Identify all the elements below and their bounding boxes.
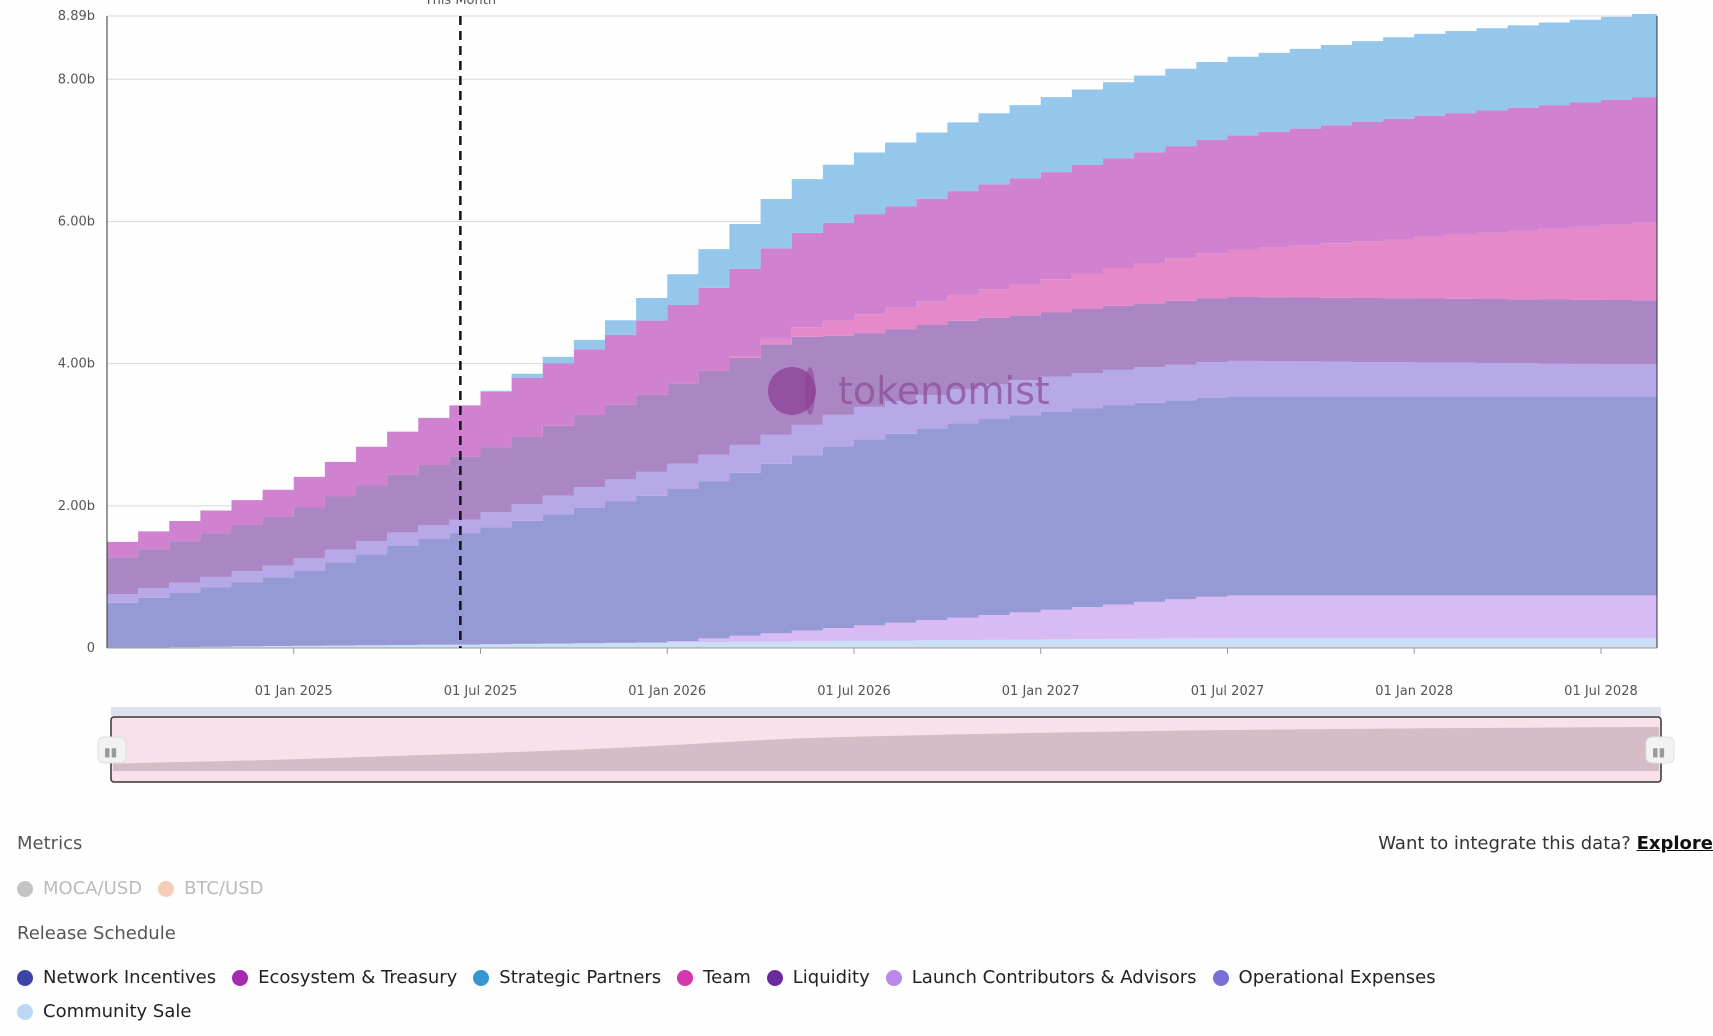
area-strategic-partners [107, 14, 1657, 542]
y-axis: 0 2.00b 4.00b 6.00b 8.00b 8.89b [58, 9, 95, 656]
x-tick-label: 01 Jul 2027 [1191, 684, 1265, 699]
x-tick-label: 01 Jul 2025 [444, 684, 518, 699]
left-handle-grip-icon: ▮▮ [104, 745, 117, 759]
legend-dot-icon [1212, 969, 1229, 986]
right-handle-grip-icon: ▮▮ [1652, 745, 1665, 759]
legend-label: Operational Expenses [1238, 967, 1436, 988]
legend-item-liquidity[interactable]: Liquidity [766, 967, 870, 988]
y-tick-label: 0 [87, 641, 95, 656]
this-month-label: This Month [424, 0, 496, 8]
legend-label: Ecosystem & Treasury [258, 967, 458, 988]
area-launch-contributors-advisors [107, 595, 1657, 648]
stacked-areas [107, 14, 1657, 648]
watermark-logo-icon [768, 367, 816, 415]
x-tick-label: 01 Jan 2028 [1375, 684, 1453, 699]
metric-dot-icon [17, 880, 33, 897]
metric-moca-usd[interactable]: MOCA/USD [17, 878, 142, 899]
legend-item-team[interactable]: Team [677, 967, 751, 988]
y-tick-label: 8.89b [58, 9, 95, 24]
metric-label: BTC/USD [184, 878, 264, 899]
legend-dot-icon [232, 969, 249, 986]
legend-label: Network Incentives [43, 967, 217, 988]
legend-item-ecosystem-treasury[interactable]: Ecosystem & Treasury [232, 967, 457, 988]
legend-item-strategic-partners[interactable]: Strategic Partners [473, 967, 661, 988]
navigator-left-handle[interactable] [97, 736, 127, 764]
legend-item-community-sale[interactable]: Community Sale [17, 1001, 191, 1022]
metrics-legend: MOCA/USD BTC/USD [17, 878, 280, 899]
legend-label: Community Sale [43, 1001, 192, 1022]
release-schedule-title: Release Schedule [17, 923, 176, 944]
legend-item-network-incentives[interactable]: Network Incentives [17, 967, 216, 988]
y-tick-label: 8.00b [58, 72, 95, 87]
tokenomist-watermark: tokenomist [768, 367, 1050, 415]
area-ecosystem-treasury [107, 97, 1657, 558]
range-navigator[interactable]: ▮▮ ▮▮ [97, 707, 1675, 783]
area-operational-expenses [107, 396, 1657, 648]
area-community-sale [107, 638, 1657, 648]
legend-item-operational-expenses[interactable]: Operational Expenses [1212, 967, 1436, 988]
navigator-area [113, 727, 1659, 771]
release-legend-row-1: Network Incentives Ecosystem & Treasury St… [17, 967, 1452, 988]
legend-dot-icon [17, 969, 33, 986]
integrate-prompt: Want to integrate this data? Explore [1378, 833, 1713, 854]
metrics-title: Metrics [17, 833, 83, 854]
x-tick-label: 01 Jan 2026 [628, 684, 706, 699]
navigator-scrollbar[interactable] [111, 707, 1661, 716]
legend-label: Liquidity [792, 967, 870, 988]
x-tick-label: 01 Jan 2025 [255, 684, 333, 699]
legend-dot-icon [766, 969, 783, 986]
x-tick-label: 01 Jan 2027 [1002, 684, 1080, 699]
watermark-logo-band-icon [805, 367, 815, 415]
legend-label: Strategic Partners [499, 967, 662, 988]
legend-dot-icon [677, 969, 694, 986]
legend-label: Team [703, 967, 751, 988]
release-legend-row-2: Community Sale [17, 1001, 207, 1022]
legend-dot-icon [885, 969, 902, 986]
this-month-marker: This Month [424, 0, 496, 648]
area-network-incentives [107, 360, 1657, 603]
metric-btc-usd[interactable]: BTC/USD [158, 878, 264, 899]
metric-label: MOCA/USD [43, 878, 143, 899]
area-team [107, 222, 1657, 558]
area-liquidity [107, 296, 1657, 594]
legend-dot-icon [17, 1003, 33, 1020]
y-tick-label: 6.00b [58, 214, 95, 229]
legend-dot-icon [473, 969, 490, 986]
integrate-text: Want to integrate this data? [1378, 833, 1631, 854]
metric-dot-icon [158, 880, 175, 897]
x-tick-label: 01 Jul 2028 [1564, 684, 1638, 699]
navigator-right-handle[interactable] [1645, 736, 1675, 764]
legend-item-launch-contributors-advisors[interactable]: Launch Contributors & Advisors [885, 967, 1197, 988]
legend-label: Launch Contributors & Advisors [911, 967, 1197, 988]
x-tick-label: 01 Jul 2026 [817, 684, 891, 699]
y-tick-label: 2.00b [58, 499, 95, 514]
watermark-brand: tokenomist [838, 369, 1050, 413]
explore-link[interactable]: Explore [1636, 833, 1713, 854]
x-axis: 01 Jan 2025 01 Jul 2025 01 Jan 2026 01 Jul … [106, 16, 1658, 699]
y-tick-label: 4.00b [58, 357, 95, 372]
